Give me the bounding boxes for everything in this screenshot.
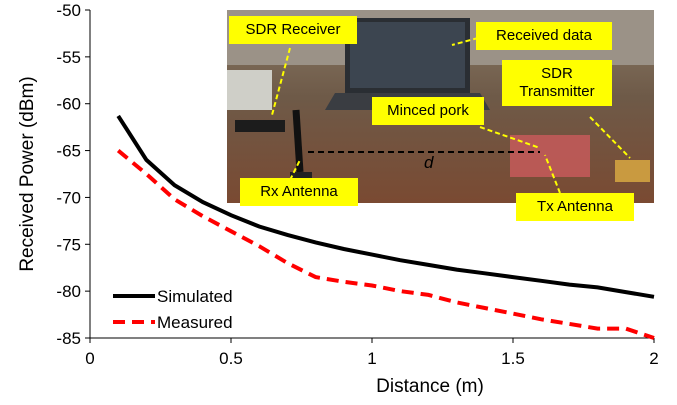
photo-annotation: Received data (476, 22, 612, 50)
x-tick-label: 1 (367, 349, 376, 368)
y-tick-label: -65 (56, 142, 81, 161)
y-tick-label: -60 (56, 95, 81, 114)
photo-annotation: Tx Antenna (516, 193, 634, 221)
photo-annotation: SDR Receiver (229, 16, 357, 44)
distance-label: d (424, 153, 434, 172)
y-tick-label: -75 (56, 235, 81, 254)
x-tick-label: 2 (649, 349, 658, 368)
x-tick-label: 0 (85, 349, 94, 368)
y-tick-label: -55 (56, 48, 81, 67)
photo-annotation: Rx Antenna (240, 178, 358, 206)
y-tick-label: -80 (56, 282, 81, 301)
page: Distance (m) Received Power (dBm) -50 -55… (0, 0, 677, 405)
legend-label: Measured (157, 313, 233, 332)
x-axis-label: Distance (m) (376, 376, 484, 397)
y-tick-label: -50 (56, 1, 81, 20)
x-tick-label: 1.5 (501, 349, 525, 368)
y-axis-label: Received Power (dBm) (17, 76, 38, 271)
legend-label: Simulated (157, 287, 233, 306)
photo-annotation: Minced pork (372, 97, 484, 125)
y-tick-label: -70 (56, 188, 81, 207)
y-tick-label: -85 (56, 329, 81, 348)
photo-annotation: SDR Transmitter (502, 60, 612, 106)
x-tick-label: 0.5 (219, 349, 243, 368)
